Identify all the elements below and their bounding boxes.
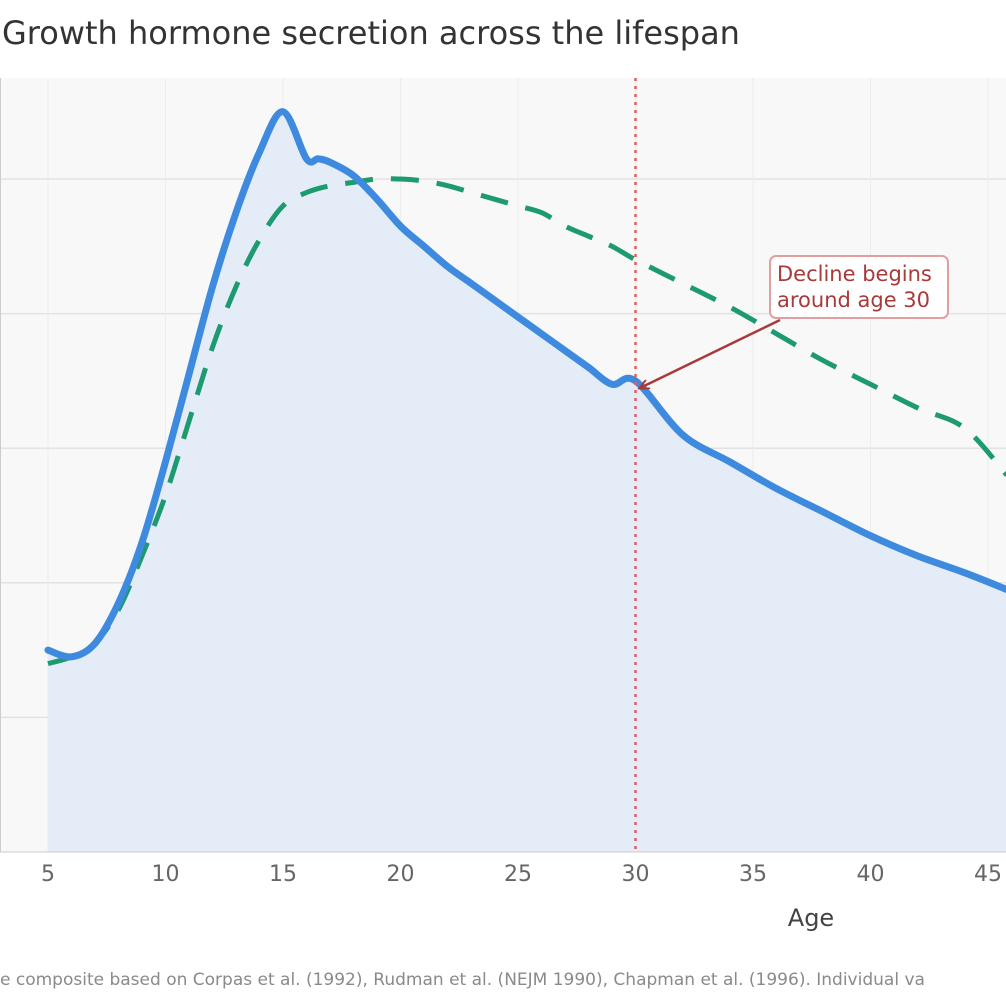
x-tick-label: 40 (857, 862, 885, 887)
annotation-box (769, 255, 949, 319)
source-note: e composite based on Corpas et al. (1992… (0, 970, 925, 990)
series-solid-area (48, 111, 1006, 852)
x-tick-label: 5 (41, 862, 55, 887)
chart-title: Growth hormone secretion across the life… (2, 14, 740, 52)
annotation-arrow (640, 318, 781, 388)
x-tick-labels: 5 10 15 20 25 30 35 40 45 (41, 862, 1002, 887)
annotation-decline: Decline begins around age 30 (640, 255, 949, 388)
x-tick-label: 20 (387, 862, 415, 887)
annotation-line-2: around age 30 (777, 288, 930, 312)
series-solid-line (44, 108, 1006, 661)
series-dashed-line (47, 176, 1006, 667)
x-tick-label: 10 (152, 862, 180, 887)
x-tick-label: 25 (504, 862, 532, 887)
plot-content (44, 78, 1006, 852)
x-tick-label: 45 (974, 862, 1002, 887)
x-tick-label: 15 (269, 862, 297, 887)
x-tick-label: 35 (739, 862, 767, 887)
x-axis-label: Age (788, 904, 834, 932)
annotation-line-1: Decline begins (777, 262, 932, 286)
x-tick-label: 30 (622, 862, 650, 887)
